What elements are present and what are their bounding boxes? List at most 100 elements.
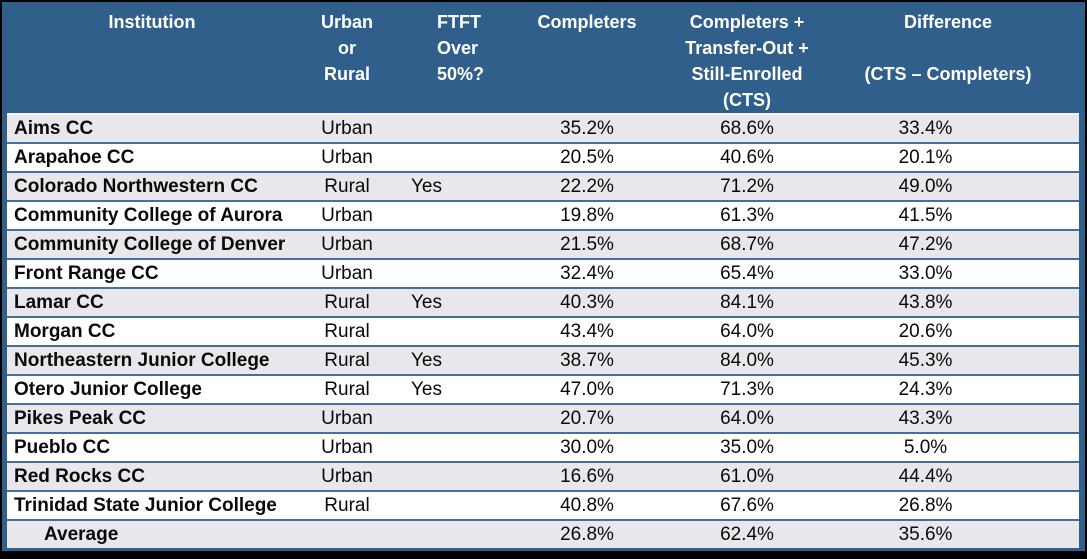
cell-cts: 61.3% bbox=[677, 200, 817, 229]
cell-cts: 84.0% bbox=[677, 345, 817, 374]
cell-ftft-over-50 bbox=[397, 461, 497, 490]
header-row: Institution Urban or Rural FTFT Over 50%… bbox=[7, 2, 1079, 115]
cell-difference: 49.0% bbox=[817, 171, 1079, 200]
cell-completers: 40.8% bbox=[497, 490, 677, 519]
cell-ftft-over-50 bbox=[397, 432, 497, 461]
cell-urban-rural: Urban bbox=[297, 258, 397, 287]
cell-completers: 38.7% bbox=[497, 345, 677, 374]
table-row: Arapahoe CC Urban 20.5% 40.6% 20.1% bbox=[7, 142, 1079, 171]
cell-urban-rural: Rural bbox=[297, 490, 397, 519]
cell-completers: 40.3% bbox=[497, 287, 677, 316]
cell-difference: 33.0% bbox=[817, 258, 1079, 287]
table-header: Institution Urban or Rural FTFT Over 50%… bbox=[7, 2, 1079, 115]
cell-completers: 22.2% bbox=[497, 171, 677, 200]
table-row: Otero Junior College Rural Yes 47.0% 71.3% 24… bbox=[7, 374, 1079, 403]
table-row: Morgan CC Rural 43.4% 64.0% 20.6% bbox=[7, 316, 1079, 345]
cell-ftft-over-50: Yes bbox=[397, 171, 497, 200]
cell-cts: 61.0% bbox=[677, 461, 817, 490]
column-header-institution: Institution bbox=[7, 2, 297, 115]
column-header-completers: Completers bbox=[497, 2, 677, 115]
cell-institution: Pikes Peak CC bbox=[7, 403, 297, 432]
cell-completers: 32.4% bbox=[497, 258, 677, 287]
cell-difference: 47.2% bbox=[817, 229, 1079, 258]
table-body: Aims CC Urban 35.2% 68.6% 33.4% Arapahoe CC Ur… bbox=[7, 115, 1079, 548]
cell-ftft-over-50 bbox=[397, 519, 497, 548]
cell-cts: 68.6% bbox=[677, 115, 817, 142]
cell-completers: 20.5% bbox=[497, 142, 677, 171]
cell-ftft-over-50: Yes bbox=[397, 345, 497, 374]
cell-institution: Otero Junior College bbox=[7, 374, 297, 403]
table-row: Red Rocks CC Urban 16.6% 61.0% 44.4% bbox=[7, 461, 1079, 490]
cell-urban-rural: Urban bbox=[297, 229, 397, 258]
cell-completers: 21.5% bbox=[497, 229, 677, 258]
cell-completers: 30.0% bbox=[497, 432, 677, 461]
column-header-ftft-over-50: FTFT Over 50%? bbox=[397, 2, 497, 115]
cell-cts: 62.4% bbox=[677, 519, 817, 548]
completion-table-frame: Institution Urban or Rural FTFT Over 50%… bbox=[2, 2, 1085, 551]
cell-urban-rural: Urban bbox=[297, 115, 397, 142]
table-row: Front Range CC Urban 32.4% 65.4% 33.0% bbox=[7, 258, 1079, 287]
cell-institution: Community College of Denver bbox=[7, 229, 297, 258]
cell-institution: Aims CC bbox=[7, 115, 297, 142]
cell-urban-rural: Urban bbox=[297, 403, 397, 432]
table-row: Lamar CC Rural Yes 40.3% 84.1% 43.8% bbox=[7, 287, 1079, 316]
cell-cts: 35.0% bbox=[677, 432, 817, 461]
column-header-urban-rural: Urban or Rural bbox=[297, 2, 397, 115]
cell-difference: 24.3% bbox=[817, 374, 1079, 403]
cell-institution: Pueblo CC bbox=[7, 432, 297, 461]
cell-urban-rural: Urban bbox=[297, 461, 397, 490]
cell-difference: 20.6% bbox=[817, 316, 1079, 345]
cell-difference: 33.4% bbox=[817, 115, 1079, 142]
table-row: Community College of Denver Urban 21.5% 68.… bbox=[7, 229, 1079, 258]
cell-difference: 26.8% bbox=[817, 490, 1079, 519]
cell-urban-rural: Rural bbox=[297, 171, 397, 200]
cell-difference: 41.5% bbox=[817, 200, 1079, 229]
cell-ftft-over-50 bbox=[397, 115, 497, 142]
cell-institution: Community College of Aurora bbox=[7, 200, 297, 229]
cell-ftft-over-50: Yes bbox=[397, 374, 497, 403]
cell-difference: 5.0% bbox=[817, 432, 1079, 461]
table-row: Community College of Aurora Urban 19.8% 61.… bbox=[7, 200, 1079, 229]
cell-difference: 20.1% bbox=[817, 142, 1079, 171]
cell-difference: 43.3% bbox=[817, 403, 1079, 432]
table-row: Trinidad State Junior College Rural 40.8% 6… bbox=[7, 490, 1079, 519]
cell-difference: 45.3% bbox=[817, 345, 1079, 374]
cell-cts: 68.7% bbox=[677, 229, 817, 258]
cell-ftft-over-50 bbox=[397, 142, 497, 171]
cell-cts: 64.0% bbox=[677, 403, 817, 432]
cell-urban-rural: Rural bbox=[297, 287, 397, 316]
cell-urban-rural bbox=[297, 519, 397, 548]
average-row: Average 26.8% 62.4% 35.6% bbox=[7, 519, 1079, 548]
cell-urban-rural: Rural bbox=[297, 345, 397, 374]
cell-institution: Front Range CC bbox=[7, 258, 297, 287]
cell-completers: 47.0% bbox=[497, 374, 677, 403]
cell-ftft-over-50 bbox=[397, 490, 497, 519]
cell-cts: 65.4% bbox=[677, 258, 817, 287]
cell-cts: 67.6% bbox=[677, 490, 817, 519]
cell-urban-rural: Urban bbox=[297, 432, 397, 461]
cell-cts: 64.0% bbox=[677, 316, 817, 345]
cell-ftft-over-50 bbox=[397, 403, 497, 432]
cell-completers: 20.7% bbox=[497, 403, 677, 432]
cell-completers: 35.2% bbox=[497, 115, 677, 142]
cell-institution: Arapahoe CC bbox=[7, 142, 297, 171]
cell-ftft-over-50 bbox=[397, 316, 497, 345]
cell-cts: 40.6% bbox=[677, 142, 817, 171]
cell-urban-rural: Urban bbox=[297, 200, 397, 229]
cell-ftft-over-50 bbox=[397, 200, 497, 229]
cell-urban-rural: Rural bbox=[297, 316, 397, 345]
cell-difference: 35.6% bbox=[817, 519, 1079, 548]
table-row: Northeastern Junior College Rural Yes 38.7%… bbox=[7, 345, 1079, 374]
cell-institution: Average bbox=[7, 519, 297, 548]
cell-institution: Lamar CC bbox=[7, 287, 297, 316]
column-header-difference: Difference (CTS – Completers) bbox=[817, 2, 1079, 115]
cell-completers: 19.8% bbox=[497, 200, 677, 229]
cell-completers: 16.6% bbox=[497, 461, 677, 490]
table-row: Pikes Peak CC Urban 20.7% 64.0% 43.3% bbox=[7, 403, 1079, 432]
cell-cts: 71.2% bbox=[677, 171, 817, 200]
cell-urban-rural: Rural bbox=[297, 374, 397, 403]
cell-institution: Colorado Northwestern CC bbox=[7, 171, 297, 200]
cell-completers: 26.8% bbox=[497, 519, 677, 548]
cell-ftft-over-50 bbox=[397, 229, 497, 258]
